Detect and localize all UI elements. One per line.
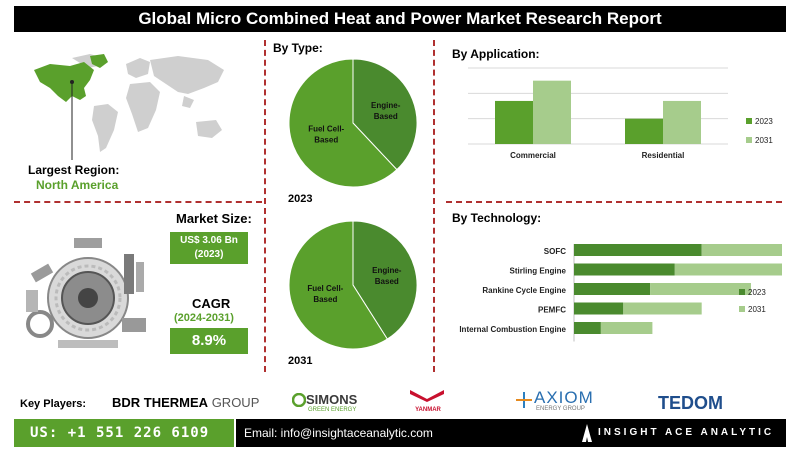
simons-mark-icon [292,393,306,407]
bdr-thermea-logo: BDR THERMEA GROUP [112,395,259,410]
by-application-title: By Application: [452,47,540,61]
tech-legend-label-2031: 2031 [748,305,766,314]
tech-bar-pemfc-2031 [623,303,701,315]
app-legend-swatch-2023 [746,118,752,124]
yanmar-mark-icon [410,390,444,402]
region-pointer-dot [70,80,74,84]
tech-category-label: Internal Combustion Engine [459,325,566,334]
north-america-highlight [34,62,94,102]
email-address[interactable]: Email: info@insightaceanalytic.com [244,419,433,447]
tech-legend-swatch-2031 [739,306,745,312]
application-bar-chart: Commercial Residential 2023 2031 [446,62,782,172]
tech-bar-sofc-2031 [702,244,782,256]
divider-right [433,40,435,372]
tech-bar-pemfc-2023 [574,303,623,315]
largest-region-label: Largest Region: [28,163,119,177]
insight-ace-logo-icon [582,424,592,442]
brand-name: INSIGHT ACE ANALYTIC [598,419,774,447]
key-players-label: Key Players: [20,398,86,410]
tech-bar-sofc-2023 [574,244,702,256]
axiom-mark-icon [516,392,532,408]
yanmar-logo-text: YANMAR [410,407,446,413]
by-technology-title: By Technology: [452,211,541,225]
phone-number[interactable]: US: +1 551 226 6109 [14,419,234,447]
axiom-logo-main: AXIOM [534,388,594,408]
tech-bar-rankine-cycle-engine-2031 [650,283,751,295]
pie-2031-year: 2031 [288,355,312,367]
app-bar-residential-2031 [663,101,701,144]
app-category-label: Commercial [510,151,556,160]
market-size-box: US$ 3.06 Bn (2023) [170,232,248,264]
cagr-period: (2024-2031) [174,312,234,324]
app-bar-residential-2023 [625,119,663,144]
simons-logo-main: SIMONS [306,392,357,407]
chp-machinery-illustration [18,232,158,356]
world-map-land [72,54,224,152]
tech-legend-label-2023: 2023 [748,288,766,297]
tech-bar-stirling-engine-2023 [574,264,675,276]
tech-bar-rankine-cycle-engine-2023 [574,283,650,295]
tech-category-label: SOFC [544,247,566,256]
tech-legend-swatch-2023 [739,289,745,295]
largest-region-value: North America [36,178,118,192]
divider-right-mid [446,201,782,203]
market-size-year: (2023) [170,248,248,262]
divider-left [264,40,266,372]
divider-left-mid [14,201,262,203]
simons-logo-sub: GREEN ENERGY [308,407,356,413]
pie-2023-year: 2023 [288,193,312,205]
cagr-label: CAGR [192,296,230,311]
tech-category-label: Stirling Engine [510,267,567,276]
tedom-logo: TEDOM [658,393,723,414]
world-map [28,48,238,160]
tech-category-label: Rankine Cycle Engine [482,286,566,295]
market-size-value: US$ 3.06 Bn [170,234,248,248]
tech-category-label: PEMFC [538,306,566,315]
contact-bar: Email: info@insightaceanalytic.com INSIG… [236,419,786,447]
axiom-logo-sub: ENERGY GROUP [536,406,585,412]
app-legend-label-2023: 2023 [755,117,773,126]
report-title: Global Micro Combined Heat and Power Mar… [14,6,786,32]
app-bar-commercial-2023 [495,101,533,144]
cagr-value: 8.9% [170,328,248,354]
yanmar-logo: YANMAR [410,389,446,413]
tech-bar-internal-combustion-engine-2023 [574,322,601,334]
market-size-label: Market Size: [176,211,252,226]
tech-bar-stirling-engine-2031 [675,264,782,276]
bdr-logo-bold: BDR THERMEA [112,395,208,410]
technology-bar-chart: SOFC Stirling Engine Rankine Cycle Engine P… [446,240,782,348]
by-type-title: By Type: [273,41,323,55]
app-bar-commercial-2031 [533,81,571,144]
app-category-label: Residential [642,151,685,160]
tech-bar-internal-combustion-engine-2031 [601,322,653,334]
app-legend-label-2031: 2031 [755,136,773,145]
app-legend-swatch-2031 [746,137,752,143]
bdr-logo-light: GROUP [212,395,260,410]
